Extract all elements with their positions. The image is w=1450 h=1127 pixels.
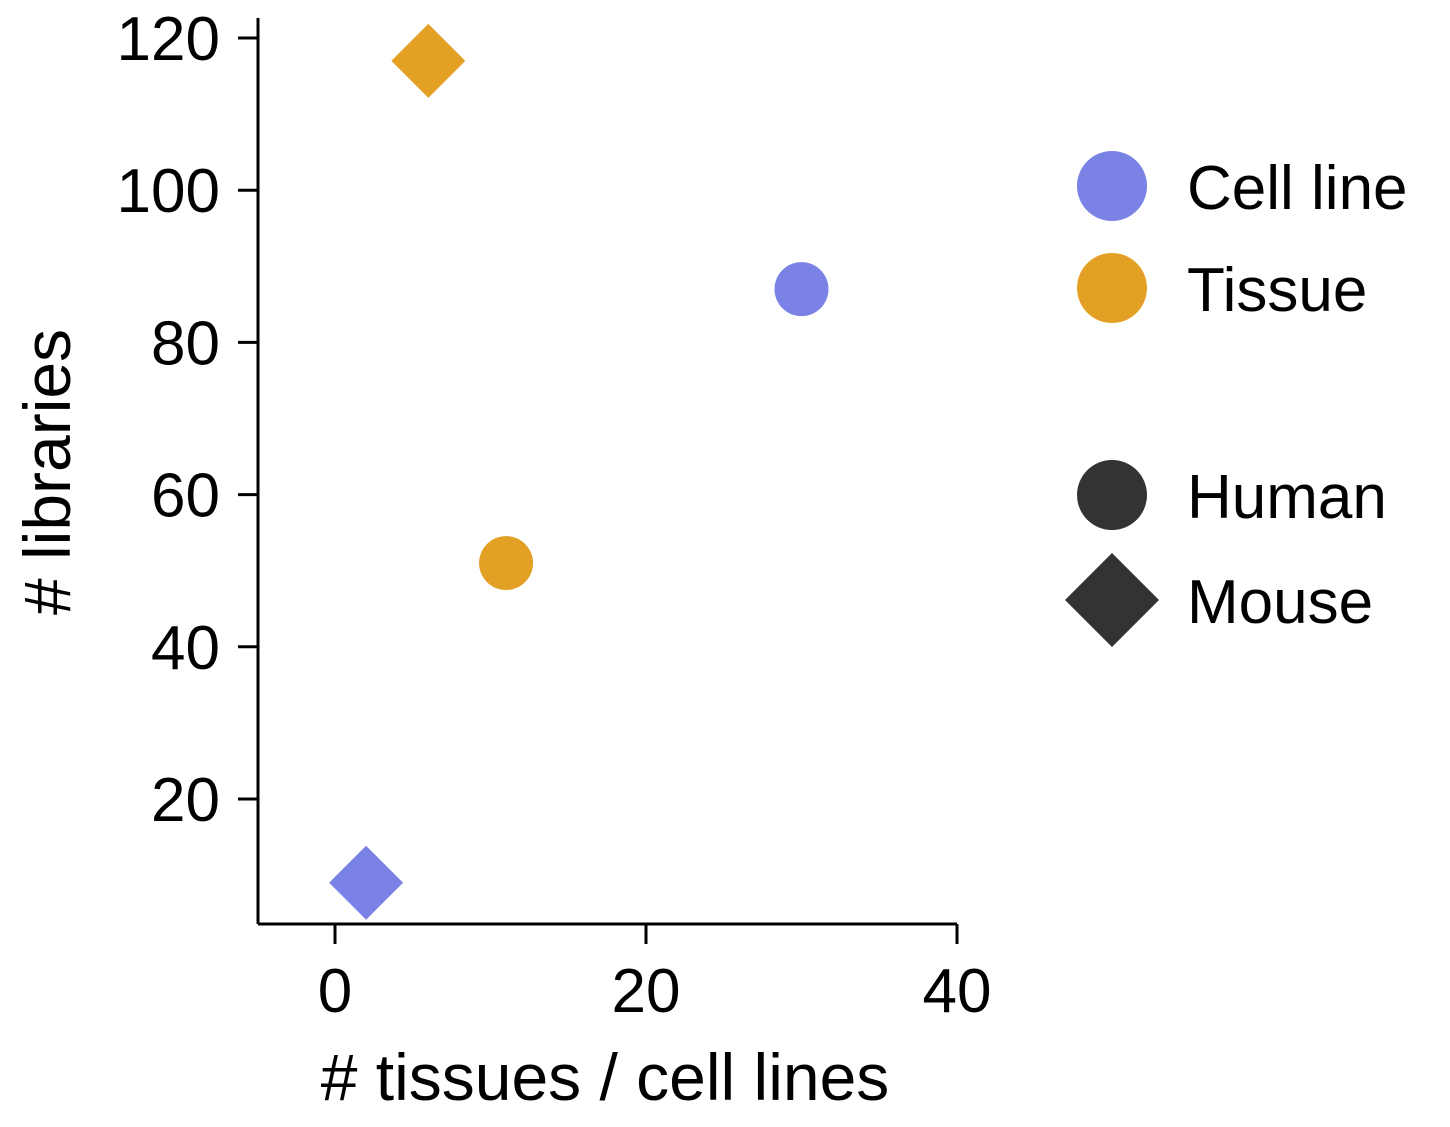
axes: 20 40 60 80 100 120 0 20 40: [117, 5, 992, 1026]
legend-label: Human: [1187, 463, 1387, 532]
legend-shape-circle: [1077, 460, 1147, 530]
legend-label: Mouse: [1187, 568, 1373, 637]
data-point-diamond: [329, 845, 404, 920]
x-axis-title: # tissues / cell lines: [321, 1040, 890, 1114]
y-tick-label: 20: [151, 766, 220, 835]
x-tick-label: 20: [612, 957, 681, 1026]
data-point-circle: [479, 536, 534, 591]
y-tick-label: 40: [151, 614, 220, 683]
y-tick-label: 80: [151, 309, 220, 378]
data-point-diamond: [391, 23, 466, 98]
legend: Cell line Tissue Human Mouse: [1065, 151, 1408, 647]
data-points: [329, 23, 829, 920]
legend-shape-diamond: [1065, 553, 1159, 647]
y-tick-label: 60: [151, 462, 220, 531]
y-tick-label: 120: [117, 5, 220, 74]
y-axis-title: # libraries: [10, 329, 84, 615]
legend-color-swatch: [1077, 253, 1147, 323]
x-tick-label: 0: [318, 957, 352, 1026]
data-point-circle: [774, 262, 829, 317]
legend-color-swatch: [1077, 151, 1147, 221]
y-tick-label: 100: [117, 157, 220, 226]
x-tick-label: 40: [923, 957, 992, 1026]
legend-label: Tissue: [1187, 256, 1367, 325]
legend-label: Cell line: [1187, 154, 1408, 223]
